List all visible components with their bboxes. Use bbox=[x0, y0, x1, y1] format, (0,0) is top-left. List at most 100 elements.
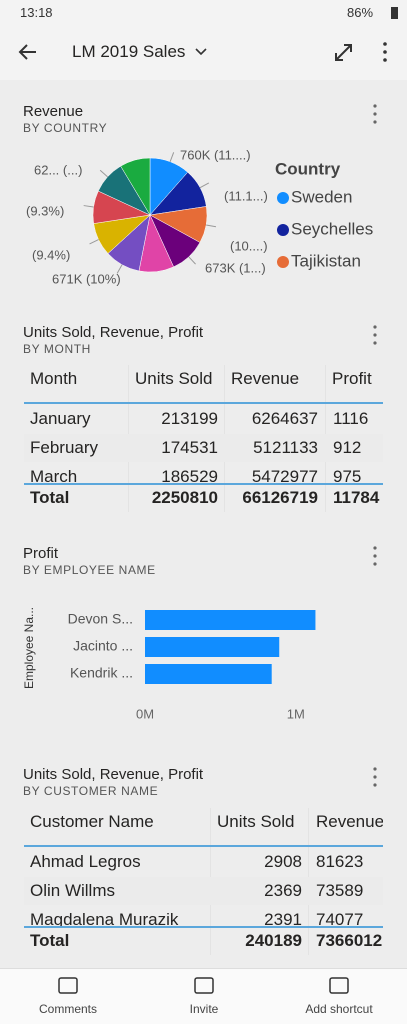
category-label: Kendrik ... bbox=[70, 665, 133, 681]
table-cell: 174531 bbox=[161, 438, 218, 457]
column-header: Profit bbox=[332, 369, 372, 388]
report-title: LM 2019 Sales bbox=[72, 42, 186, 61]
leader-line bbox=[99, 169, 108, 178]
table-cell: 7366012 bbox=[316, 931, 383, 950]
card-subtitle: BY COUNTRY bbox=[23, 121, 108, 135]
leader-line bbox=[83, 205, 94, 208]
row-stripe bbox=[24, 877, 383, 905]
total-line bbox=[24, 483, 383, 485]
table-cell: 186529 bbox=[161, 467, 218, 483]
total-line bbox=[24, 926, 383, 928]
table-cell: 2908 bbox=[264, 852, 302, 871]
data-label: 760K (11....) bbox=[180, 147, 251, 162]
data-label: 671K (10%) bbox=[52, 271, 121, 286]
legend-label: Seychelles bbox=[291, 219, 373, 238]
data-label: (9.4%) bbox=[32, 247, 70, 262]
row-stripe bbox=[24, 434, 383, 462]
header-menu-dot[interactable] bbox=[383, 42, 387, 46]
table-header: Customer Name Units Sold Revenue bbox=[24, 808, 383, 836]
legend-label: Tajikistan bbox=[291, 251, 361, 270]
column-header: Units Sold bbox=[217, 812, 295, 831]
bar bbox=[145, 637, 280, 657]
table-cell: 11784 bbox=[333, 488, 380, 507]
table-cell: February bbox=[30, 438, 99, 457]
header-menu-dot[interactable] bbox=[383, 50, 387, 54]
table-cell: 975 bbox=[333, 467, 362, 483]
column-header: Month bbox=[30, 369, 78, 388]
app-header bbox=[0, 28, 407, 80]
leader-line bbox=[169, 152, 175, 162]
nav-label[interactable]: Add shortcut bbox=[305, 1002, 373, 1016]
card-subtitle: BY MONTH bbox=[23, 342, 91, 356]
header-menu-dot[interactable] bbox=[383, 58, 387, 62]
table-cell: Olin Willms bbox=[30, 881, 115, 900]
battery-icon bbox=[391, 7, 398, 19]
card-title: Units Sold, Revenue, Profit bbox=[23, 324, 204, 341]
table-body: Ahmad Legros 2908 81623 Olin Willms 2369 7358… bbox=[24, 848, 383, 926]
table-cell: 240189 bbox=[245, 931, 302, 950]
nav-icon[interactable] bbox=[194, 977, 214, 994]
table-total: Total 240189 7366012 bbox=[24, 929, 383, 955]
card-title: Units Sold, Revenue, Profit bbox=[23, 766, 204, 783]
table-cell: 6264637 bbox=[251, 409, 318, 428]
x-tick-label: 1M bbox=[287, 706, 305, 721]
pie-slice bbox=[120, 157, 151, 216]
table-cell: 2250810 bbox=[151, 488, 218, 507]
table-cell: 2369 bbox=[264, 881, 302, 900]
category-label: Devon S... bbox=[68, 611, 133, 627]
table-cell: 2391 bbox=[264, 910, 302, 926]
card-title: Profit bbox=[23, 545, 59, 562]
data-label: (9.3%) bbox=[26, 203, 64, 218]
legend-marker bbox=[277, 192, 289, 204]
legend-title: Country bbox=[275, 159, 341, 178]
nav-icon[interactable] bbox=[329, 977, 349, 994]
table-cell: Total bbox=[30, 931, 70, 950]
column-header: Customer Name bbox=[30, 812, 154, 831]
table-cell: Total bbox=[30, 488, 70, 507]
table-cell: 74077 bbox=[316, 910, 364, 926]
card-subtitle: BY EMPLOYEE NAME bbox=[23, 563, 156, 577]
leader-line bbox=[188, 256, 196, 265]
bar bbox=[145, 664, 272, 684]
leader-line bbox=[116, 264, 123, 274]
more-options[interactable] bbox=[370, 323, 380, 347]
column-header: Units Sold bbox=[135, 369, 213, 388]
back-button[interactable] bbox=[18, 44, 36, 60]
title-chevron[interactable] bbox=[195, 48, 207, 56]
data-label: 673K (1...) bbox=[205, 260, 266, 275]
more-options[interactable] bbox=[370, 765, 380, 789]
status-time: 13:18 bbox=[20, 5, 53, 20]
x-tick-label: 0M bbox=[136, 706, 154, 721]
legend-label: Sweden bbox=[291, 187, 352, 206]
table-cell: 213199 bbox=[161, 409, 218, 428]
leader-line bbox=[206, 224, 217, 228]
table-cell: 81623 bbox=[316, 852, 364, 871]
data-label: (10....) bbox=[230, 238, 268, 253]
card-title: Revenue bbox=[23, 103, 84, 120]
table-cell: 912 bbox=[333, 438, 362, 457]
table-cell: 73589 bbox=[316, 881, 364, 900]
more-options[interactable] bbox=[370, 102, 380, 126]
table-cell: 66126719 bbox=[242, 488, 318, 507]
bar bbox=[145, 610, 316, 630]
table-total: Total 2250810 66126719 11784 bbox=[24, 486, 383, 512]
expand-button[interactable] bbox=[335, 44, 352, 61]
status-bar bbox=[0, 0, 407, 28]
legend-marker bbox=[277, 256, 289, 268]
column-header: Revenue bbox=[316, 812, 383, 831]
leader-line bbox=[89, 239, 99, 245]
y-axis-label: Employee Na... bbox=[22, 607, 36, 689]
nav-icon[interactable] bbox=[58, 977, 78, 994]
table-cell: 5472977 bbox=[251, 467, 318, 483]
nav-label[interactable]: Invite bbox=[190, 1002, 219, 1016]
data-label: (11.1...) bbox=[224, 188, 268, 203]
nav-label[interactable]: Comments bbox=[39, 1002, 97, 1016]
table-header: Month Units Sold Revenue Profit bbox=[24, 365, 383, 393]
column-header: Revenue bbox=[231, 369, 300, 388]
header-line bbox=[24, 845, 383, 847]
table-cell: Ahmad Legros bbox=[30, 852, 141, 871]
more-options[interactable] bbox=[370, 544, 380, 568]
table-cell: 5121133 bbox=[253, 438, 318, 457]
